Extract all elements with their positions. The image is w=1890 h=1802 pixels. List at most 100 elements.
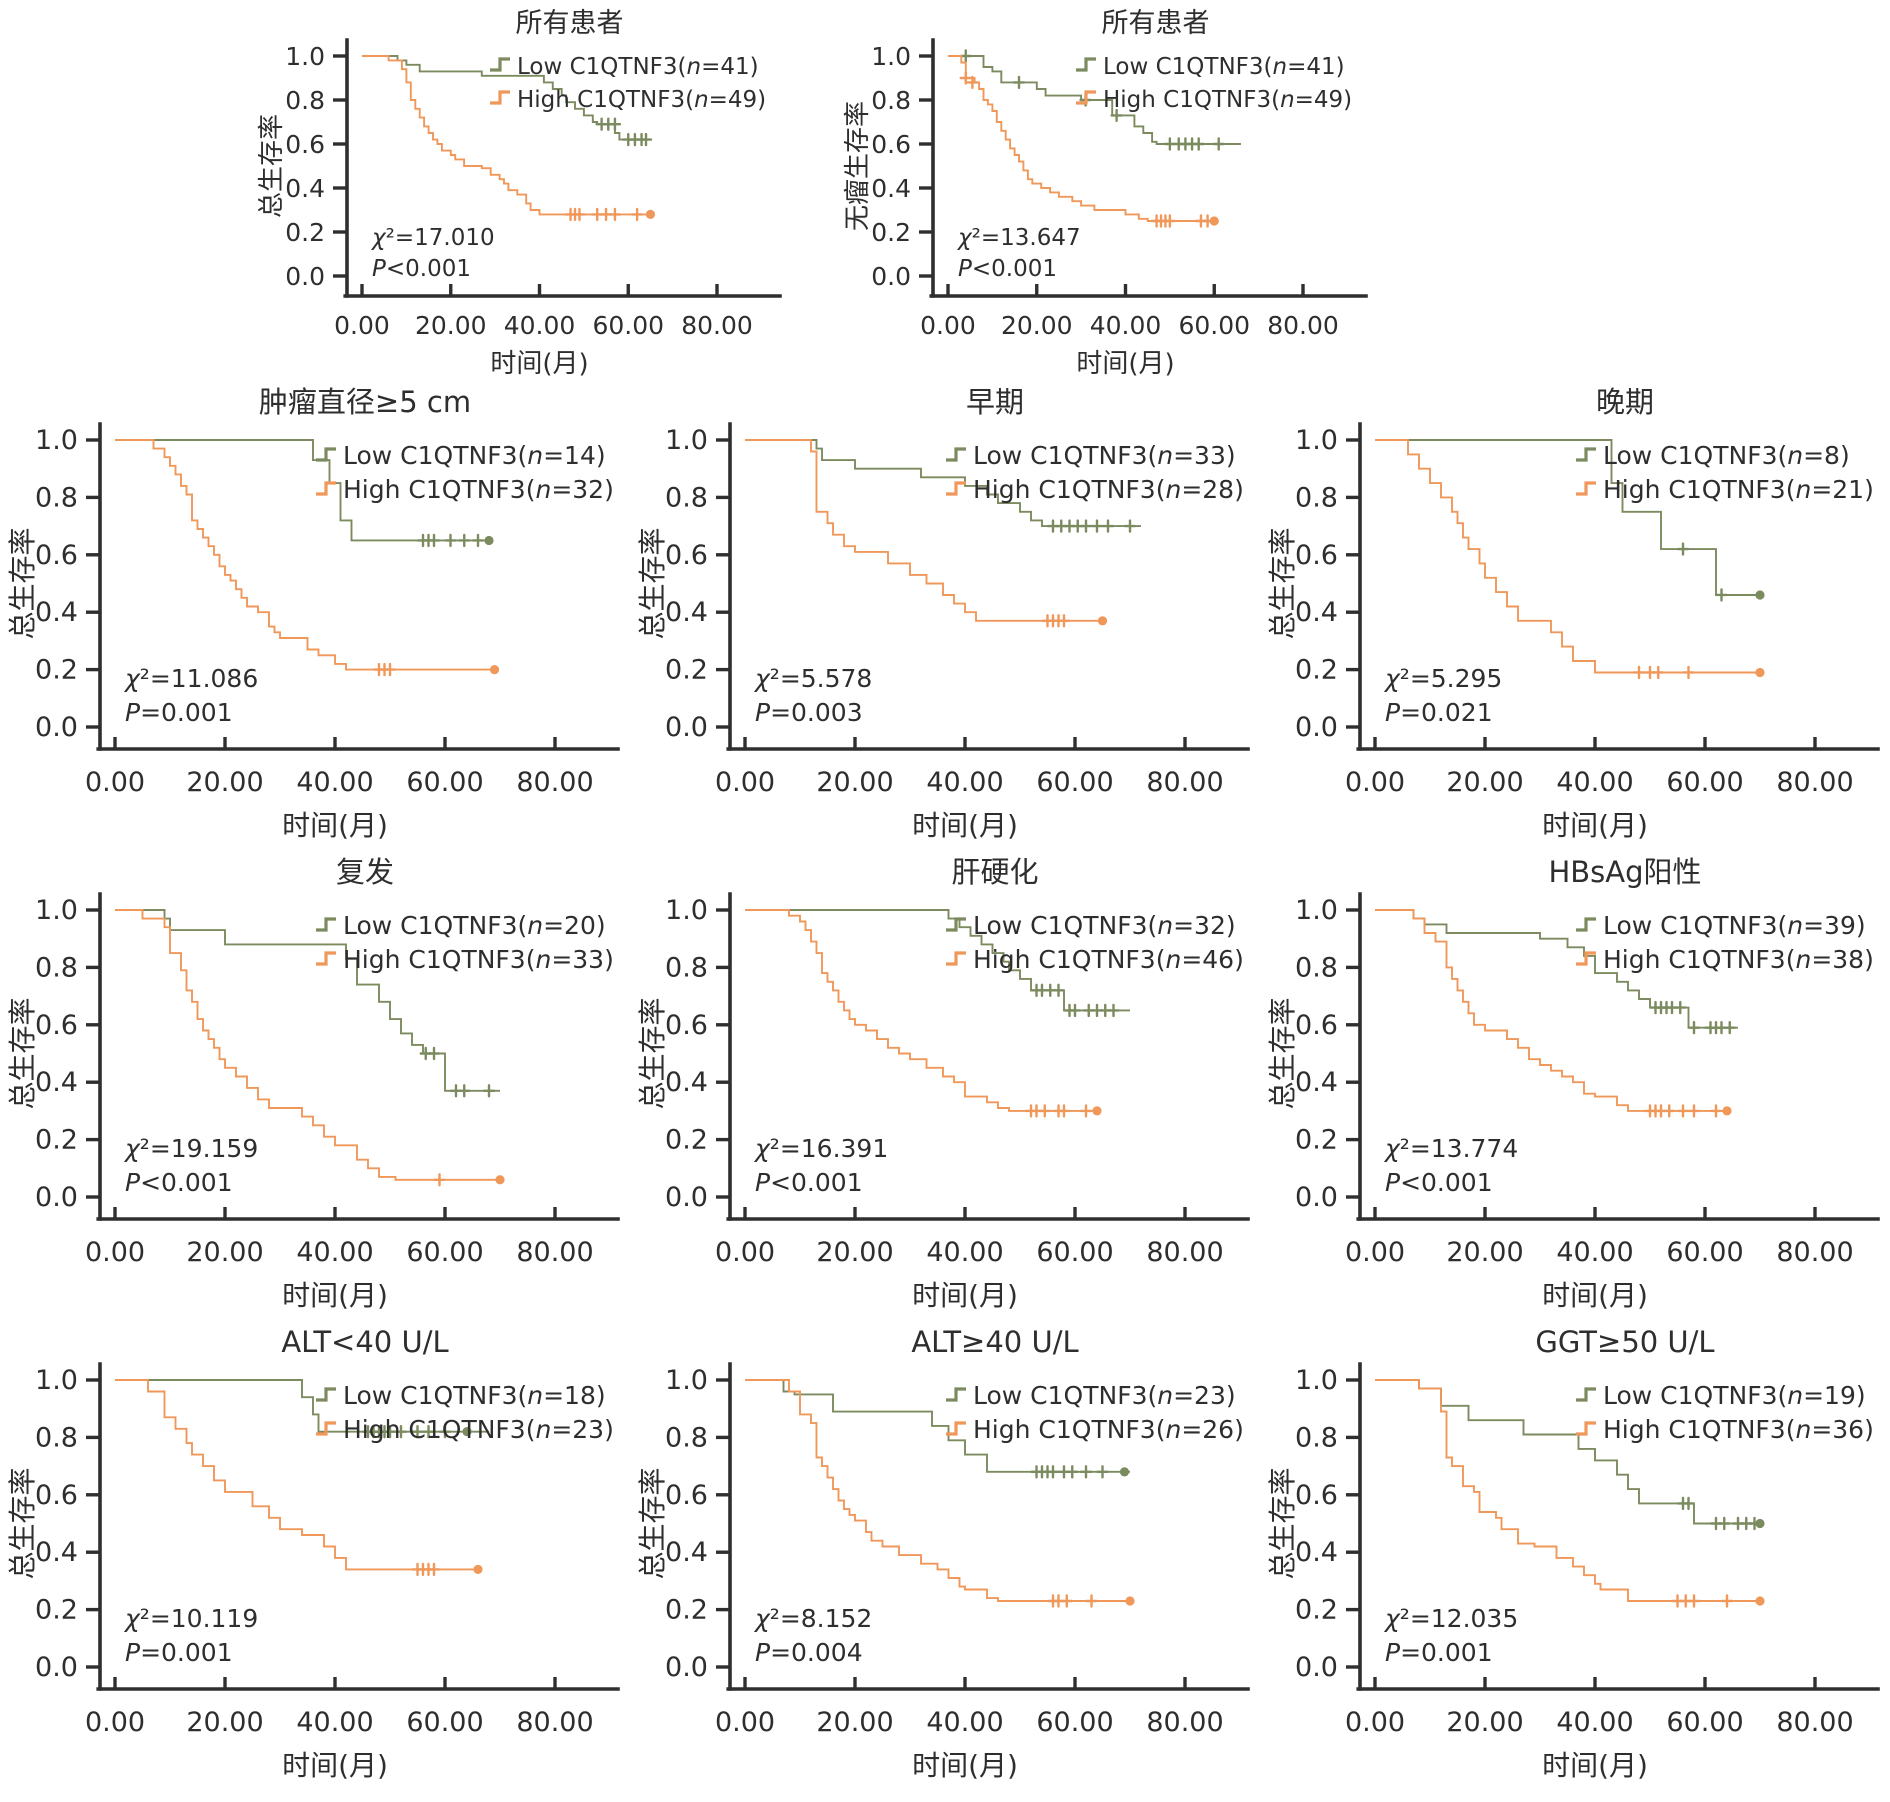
km-curve-high (745, 909, 1097, 1112)
legend-label-low: Low C1QTNF3(n=8) (1603, 441, 1850, 470)
terminal-marker-high (1097, 616, 1108, 626)
x-tick-label: 0.00 (334, 311, 390, 340)
y-tick-label: 1.0 (35, 895, 78, 926)
panel-title: HBsAg阳性 (1548, 855, 1701, 889)
x-axis-label: 时间(月) (282, 1279, 388, 1312)
y-tick-label: 1.0 (1295, 425, 1338, 456)
y-tick-label: 1.0 (665, 1365, 708, 1396)
terminal-marker-high (1092, 1106, 1102, 1116)
y-tick-label: 0.2 (1295, 1595, 1338, 1626)
y-tick-label: 0.0 (1295, 1652, 1338, 1683)
legend-step-icon-low (316, 917, 336, 932)
panel-title: 所有患者 (1102, 8, 1210, 39)
y-tick-label: 1.0 (35, 1365, 78, 1396)
x-tick-label: 20.00 (1446, 767, 1523, 798)
panel-alt-ge40: ALT≥40 U/L 0.0 0.2 0.4 0.6 0.8 1.0 0.00 20.00 40.… (630, 1322, 1260, 1792)
km-chart-svg-ggt-ge50: GGT≥50 U/L 0.0 0.2 0.4 0.6 0.8 1.0 0.00 20.00 40.… (1266, 1325, 1880, 1782)
stat-p-value: P=0.001 (125, 1638, 233, 1667)
km-curve-high (745, 1379, 1130, 1602)
y-tick-label: 0.2 (35, 1595, 78, 1626)
x-tick-label: 0.00 (1345, 1237, 1405, 1268)
y-tick-label: 0.4 (665, 597, 708, 628)
x-tick-label: 20.00 (186, 1237, 263, 1268)
panel-all-patients-os: 所有患者 0.0 0.2 0.4 0.6 0.8 1.0 0.00 20.00 40.00 60.0… (252, 4, 792, 382)
x-axis-label: 时间(月) (912, 1279, 1018, 1312)
y-tick-label: 0.2 (665, 655, 708, 686)
y-tick-label: 1.0 (871, 42, 911, 71)
y-tick-label: 0.2 (1295, 1125, 1338, 1156)
legend-step-icon-low (316, 1387, 336, 1402)
x-tick-label: 0.00 (715, 767, 775, 798)
panel-cirrhosis: 肝硬化 0.0 0.2 0.4 0.6 0.8 1.0 0.00 20.00 40.00 60.00… (630, 852, 1260, 1322)
x-axis-label: 时间(月) (282, 1749, 388, 1782)
legend-label-low: Low C1QTNF3(n=41) (517, 54, 759, 80)
legend-label-high: High C1QTNF3(n=33) (343, 945, 614, 974)
km-curve-low (115, 1379, 489, 1433)
censor-marks-low (595, 117, 653, 147)
x-tick-label: 20.00 (1446, 1707, 1523, 1738)
legend-step-icon-low (1576, 1387, 1596, 1402)
km-curve-high (948, 55, 1215, 222)
legend-label-high: High C1QTNF3(n=46) (973, 945, 1244, 974)
panel-hbsag-positive: HBsAg阳性 0.0 0.2 0.4 0.6 0.8 1.0 0.00 20.00 40.00 6… (1260, 852, 1890, 1322)
x-tick-label: 80.00 (1267, 311, 1339, 340)
legend-label-low: Low C1QTNF3(n=20) (343, 911, 606, 940)
figure-row-3: 复发 0.0 0.2 0.4 0.6 0.8 1.0 0.00 20.00 40.00 60.00 8… (0, 852, 1890, 1322)
x-tick-label: 40.00 (1556, 1707, 1633, 1738)
y-axis-label: 总生存率 (6, 997, 39, 1109)
terminal-marker-low (1119, 1467, 1130, 1477)
y-tick-label: 0.2 (35, 1125, 78, 1156)
x-tick-label: 80.00 (516, 767, 593, 798)
censor-marks-low (361, 1424, 452, 1439)
y-tick-label: 0.2 (665, 1595, 708, 1626)
panel-title: 晚期 (1596, 385, 1654, 419)
y-tick-label: 0.8 (35, 482, 78, 513)
panel-ggt-ge50: GGT≥50 U/L 0.0 0.2 0.4 0.6 0.8 1.0 0.00 20.00 40.… (1260, 1322, 1890, 1792)
censor-marks-low (1030, 983, 1120, 1018)
terminal-marker-high (1209, 216, 1219, 226)
x-axis-label: 时间(月) (1542, 809, 1648, 842)
y-tick-label: 0.6 (665, 1010, 708, 1041)
censor-marks-high (1041, 614, 1071, 628)
x-tick-label: 0.00 (85, 1237, 145, 1268)
y-tick-label: 0.8 (665, 1422, 708, 1453)
panel-title: 复发 (336, 855, 394, 889)
legend-label-low: Low C1QTNF3(n=39) (1603, 911, 1866, 940)
legend-step-icon-high (946, 481, 966, 496)
legend-step-icon-low (946, 1387, 966, 1402)
x-tick-label: 0.00 (85, 1707, 145, 1738)
km-curve-low (1375, 439, 1760, 596)
legend-label-low: Low C1QTNF3(n=41) (1103, 54, 1345, 80)
km-curve-high (1375, 439, 1760, 674)
x-tick-label: 0.00 (1345, 767, 1405, 798)
legend-step-icon-high (946, 951, 966, 966)
km-chart-svg-alt-lt40: ALT<40 U/L 0.0 0.2 0.4 0.6 0.8 1.0 0.00 20.00 40.… (6, 1325, 620, 1782)
legend-label-high: High C1QTNF3(n=32) (343, 475, 614, 504)
figure-row-4: ALT<40 U/L 0.0 0.2 0.4 0.6 0.8 1.0 0.00 20.00 40.… (0, 1322, 1890, 1792)
x-tick-label: 80.00 (1146, 767, 1223, 798)
y-tick-label: 1.0 (665, 895, 708, 926)
x-axis-label: 时间(月) (490, 349, 588, 379)
figure-row-2: 肿瘤直径≥5 cm 0.0 0.2 0.4 0.6 0.8 1.0 0.00 20.00 40.0… (0, 382, 1890, 852)
x-tick-label: 0.00 (715, 1237, 775, 1268)
legend-label-low: Low C1QTNF3(n=33) (973, 441, 1236, 470)
y-tick-label: 0.4 (665, 1067, 708, 1098)
x-tick-label: 40.00 (926, 1707, 1003, 1738)
censor-marks-low (1676, 542, 1728, 602)
y-tick-label: 0.6 (285, 130, 325, 159)
km-curve-high (115, 439, 495, 671)
km-chart-svg-recurrence: 复发 0.0 0.2 0.4 0.6 0.8 1.0 0.00 20.00 40.00 60.00 8… (6, 855, 620, 1312)
panel-title: ALT≥40 U/L (911, 1325, 1078, 1359)
y-axis-label: 无瘤生存率 (843, 101, 873, 231)
panel-recurrence: 复发 0.0 0.2 0.4 0.6 0.8 1.0 0.00 20.00 40.00 60.00 8… (0, 852, 630, 1322)
y-axis-label: 总生存率 (636, 1467, 669, 1579)
terminal-marker-high (1755, 667, 1765, 678)
legend-label-high: High C1QTNF3(n=28) (973, 475, 1244, 504)
y-tick-label: 0.2 (285, 218, 325, 247)
y-axis-label: 总生存率 (636, 997, 669, 1109)
figure-row-1: 所有患者 0.0 0.2 0.4 0.6 0.8 1.0 0.00 20.00 40.00 60.0… (0, 4, 1890, 382)
x-axis-label: 时间(月) (282, 809, 388, 842)
x-tick-label: 40.00 (1090, 311, 1162, 340)
km-chart-svg-early-stage: 早期 0.0 0.2 0.4 0.6 0.8 1.0 0.00 20.00 40.00 60.00 8… (636, 385, 1250, 842)
